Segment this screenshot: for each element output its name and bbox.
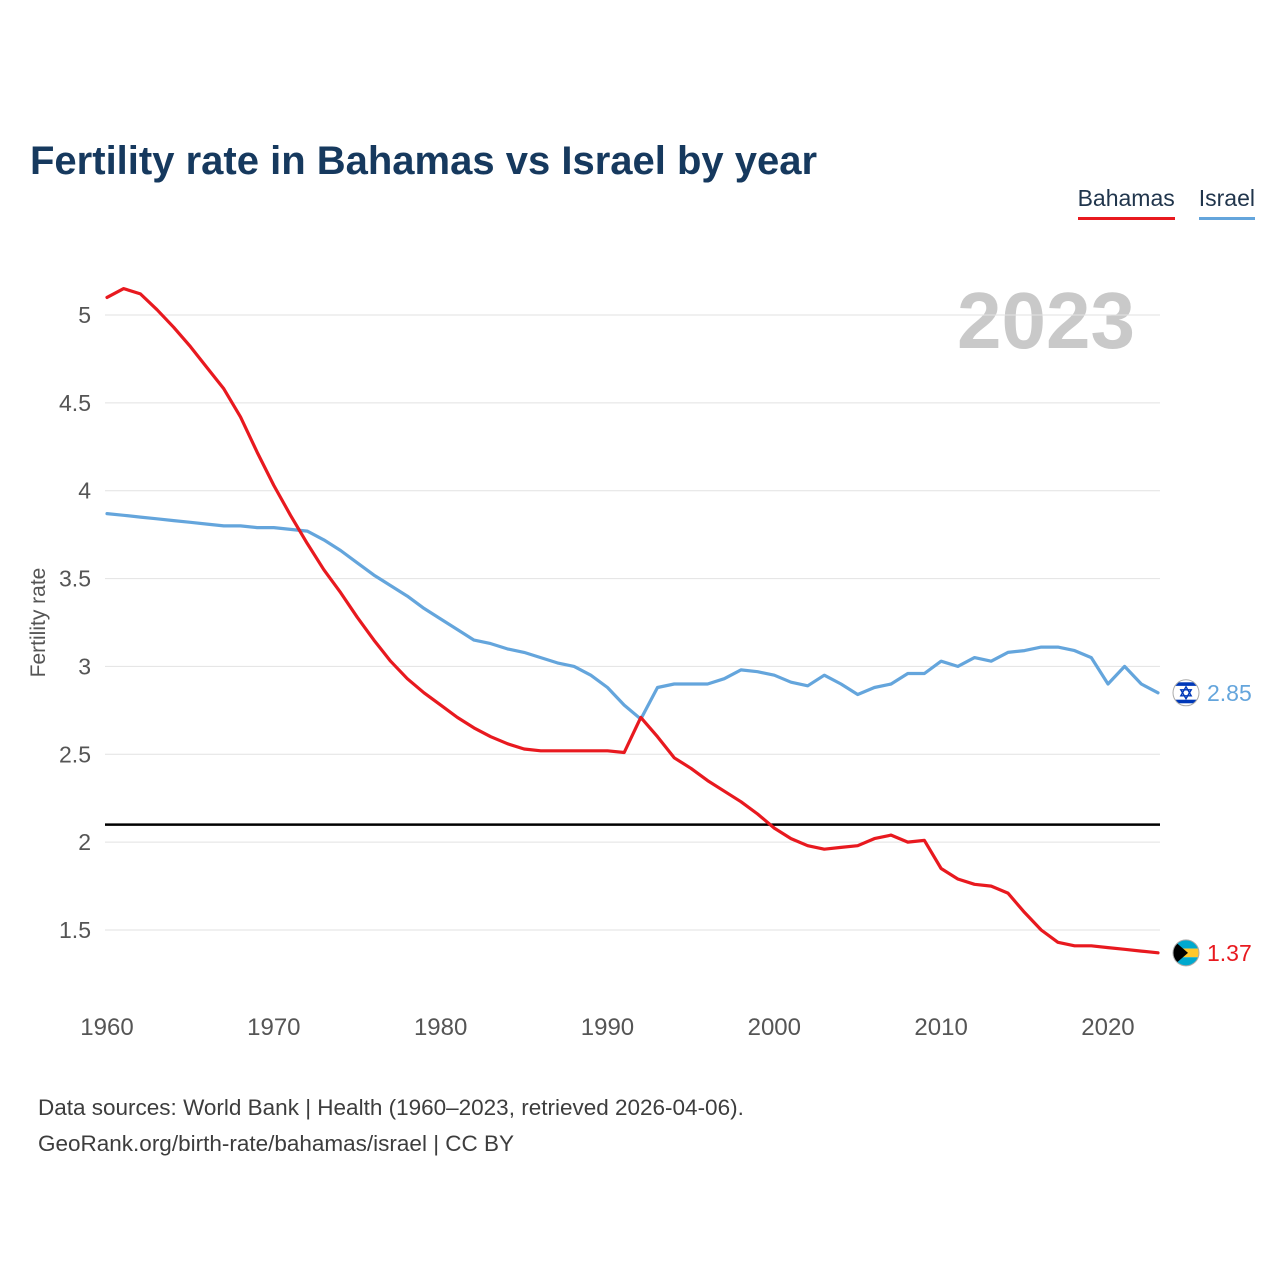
y-tick-label: 1.5 (59, 917, 91, 943)
chart-area: 2023 5 4.5 4 3.5 3 2.5 2 1.5 1960 1970 1980 1990 2000… (0, 230, 1280, 1080)
footer: Data sources: World Bank | Health (1960–… (38, 1090, 744, 1162)
x-tick-label: 2000 (748, 1014, 801, 1041)
chart-svg: 2023 5 4.5 4 3.5 3 2.5 2 1.5 1960 1970 1980 1990 2000… (27, 276, 1252, 1041)
x-tick-label: 2020 (1081, 1014, 1134, 1041)
y-tick-label: 4 (78, 478, 91, 504)
x-tick-label: 1990 (581, 1014, 634, 1041)
y-axis-label: Fertility rate (27, 568, 50, 678)
legend-item-israel[interactable]: Israel (1198, 185, 1255, 220)
bahamas-flag-icon (1173, 939, 1199, 966)
footer-attribution-line: GeoRank.org/birth-rate/bahamas/israel | … (38, 1131, 515, 1156)
series-line-bahamas (105, 286, 1160, 955)
y-tick-label: 2.5 (59, 741, 91, 767)
y-tick-label: 4.5 (59, 390, 91, 416)
series-line-israel (105, 512, 1160, 721)
x-tick-label: 1980 (414, 1014, 467, 1041)
x-tick-label: 2010 (914, 1014, 967, 1041)
watermark-year: 2023 (957, 276, 1135, 365)
end-value-label-israel: 2.85 (1207, 680, 1252, 706)
end-value-label-bahamas: 1.37 (1207, 940, 1252, 966)
y-tick-label: 5 (78, 302, 91, 328)
israel-flag-icon (1173, 679, 1199, 706)
legend-item-bahamas[interactable]: Bahamas (1077, 185, 1175, 220)
y-tick-label: 2 (78, 829, 91, 855)
x-tick-label: 1960 (80, 1014, 133, 1041)
footer-source-line: Data sources: World Bank | Health (1960–… (38, 1095, 744, 1120)
page-title: Fertility rate in Bahamas vs Israel by y… (30, 138, 818, 183)
legend: Bahamas Israel (1077, 185, 1255, 220)
y-tick-label: 3.5 (59, 566, 91, 592)
y-tick-label: 3 (78, 653, 91, 679)
x-tick-label: 1970 (247, 1014, 300, 1041)
